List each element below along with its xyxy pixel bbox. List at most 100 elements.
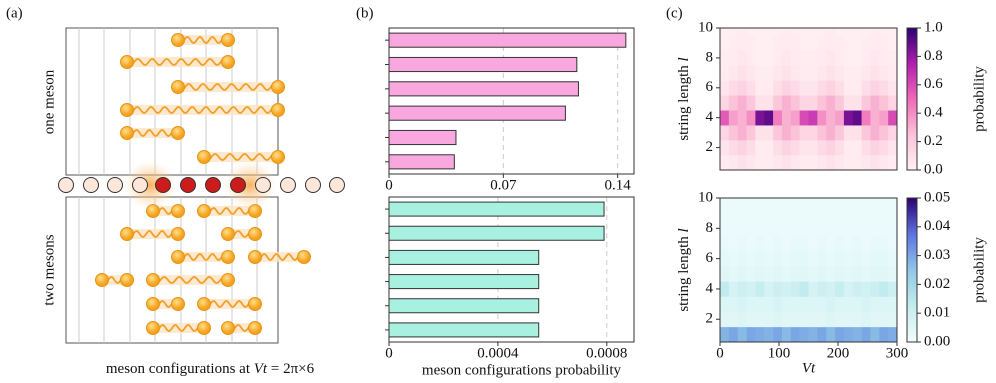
heat-cell (773, 205, 783, 222)
heat-cell (790, 281, 800, 297)
heat-cell (888, 95, 897, 111)
colorbar (906, 27, 918, 171)
two-mesons-label: two mesons (41, 234, 57, 305)
heat-cell (746, 251, 756, 267)
x-tick-label: 100 (768, 345, 791, 361)
heat-cell (728, 80, 738, 96)
heat-cell (799, 125, 809, 141)
site (230, 177, 246, 193)
x-tick-label: 0 (716, 345, 724, 361)
heat-cell (773, 220, 783, 237)
heat-cell (773, 296, 783, 312)
heat-cell (835, 28, 845, 36)
heat-cell (817, 205, 827, 222)
heat-cell (755, 205, 765, 222)
heat-cell (728, 296, 738, 312)
x-tick-label: 0 (385, 345, 393, 361)
bar (388, 274, 540, 290)
quark (271, 103, 285, 117)
heat-cell (799, 50, 809, 66)
heat-cell (888, 110, 897, 126)
heat-cell (755, 28, 765, 36)
heat-cell (826, 140, 836, 156)
heat-cell (720, 266, 730, 282)
heat-cell (720, 296, 730, 312)
site (155, 177, 171, 193)
colorbar-tick-label: 0.04 (924, 218, 951, 234)
heat-cell (728, 235, 738, 252)
x-tick-label: 0.0004 (477, 345, 519, 361)
heat-cell (852, 28, 862, 36)
quark (197, 297, 211, 311)
heat-cell (861, 155, 871, 170)
heat-cell (799, 326, 809, 342)
heat-cell (861, 266, 871, 282)
heat-cell (720, 311, 730, 328)
heat-cell (879, 251, 889, 267)
y-tick-label: 8 (706, 220, 714, 236)
heat-cell (861, 326, 871, 342)
heat-cell (728, 65, 738, 81)
heat-cell (843, 155, 854, 170)
panel-label: (a) (6, 5, 23, 21)
heat-cell (781, 155, 792, 170)
caption: meson configurations at Vt = 2π×6 (106, 361, 315, 377)
heat-cell (737, 220, 747, 237)
heat-cell (781, 311, 792, 328)
heat-cell (808, 281, 818, 297)
heat-cell (861, 65, 871, 81)
heat-cell (826, 281, 836, 297)
panel-label: (b) (356, 5, 374, 21)
heat-cell (746, 110, 756, 126)
heat-cell (781, 251, 792, 267)
heat-cell (790, 95, 800, 111)
heat-cell (728, 95, 738, 111)
heat-cell (843, 50, 854, 66)
heat-cell (817, 155, 827, 170)
heat-cell (870, 125, 880, 141)
meson-string (203, 300, 256, 308)
heat-cell (870, 28, 880, 36)
heat-cell (799, 296, 809, 312)
heat-cell (764, 35, 774, 51)
heat-cell (773, 266, 783, 282)
y-tick-label: 8 (706, 49, 714, 65)
heat-cell (843, 140, 854, 156)
y-tick-label: 10 (698, 19, 713, 35)
heat-cell (843, 28, 854, 36)
heat-cell (728, 50, 738, 66)
heat-cell (720, 110, 730, 126)
heat-cell (888, 65, 897, 81)
heat-cell (764, 140, 774, 156)
heat-cell (764, 205, 774, 222)
bar (388, 154, 455, 170)
heat-cell (720, 35, 730, 51)
heat-cell (817, 266, 827, 282)
heat-cell (835, 110, 845, 126)
heat-cell (808, 50, 818, 66)
quark (171, 33, 185, 47)
quark (171, 204, 185, 218)
heat-cell (790, 125, 800, 141)
heat-cell (852, 50, 862, 66)
meson-string (254, 253, 305, 261)
quark (171, 297, 185, 311)
heat-cell (781, 220, 792, 237)
heat-cell (888, 50, 897, 66)
heat-cell (870, 296, 880, 312)
heat-cell (888, 311, 897, 328)
heat-cell (817, 95, 827, 111)
heat-cell (737, 110, 747, 126)
heat-cell (790, 235, 800, 252)
heat-cell (728, 125, 738, 141)
meson-string (203, 207, 256, 215)
heat-cell (817, 326, 827, 342)
meson-string (177, 253, 229, 261)
heat-cell (728, 28, 738, 36)
heat-cell (861, 281, 871, 297)
heat-cell (790, 155, 800, 170)
heat-cell (773, 65, 783, 81)
heat-cell (843, 220, 854, 237)
quark (197, 204, 211, 218)
axes-frame (719, 197, 898, 343)
